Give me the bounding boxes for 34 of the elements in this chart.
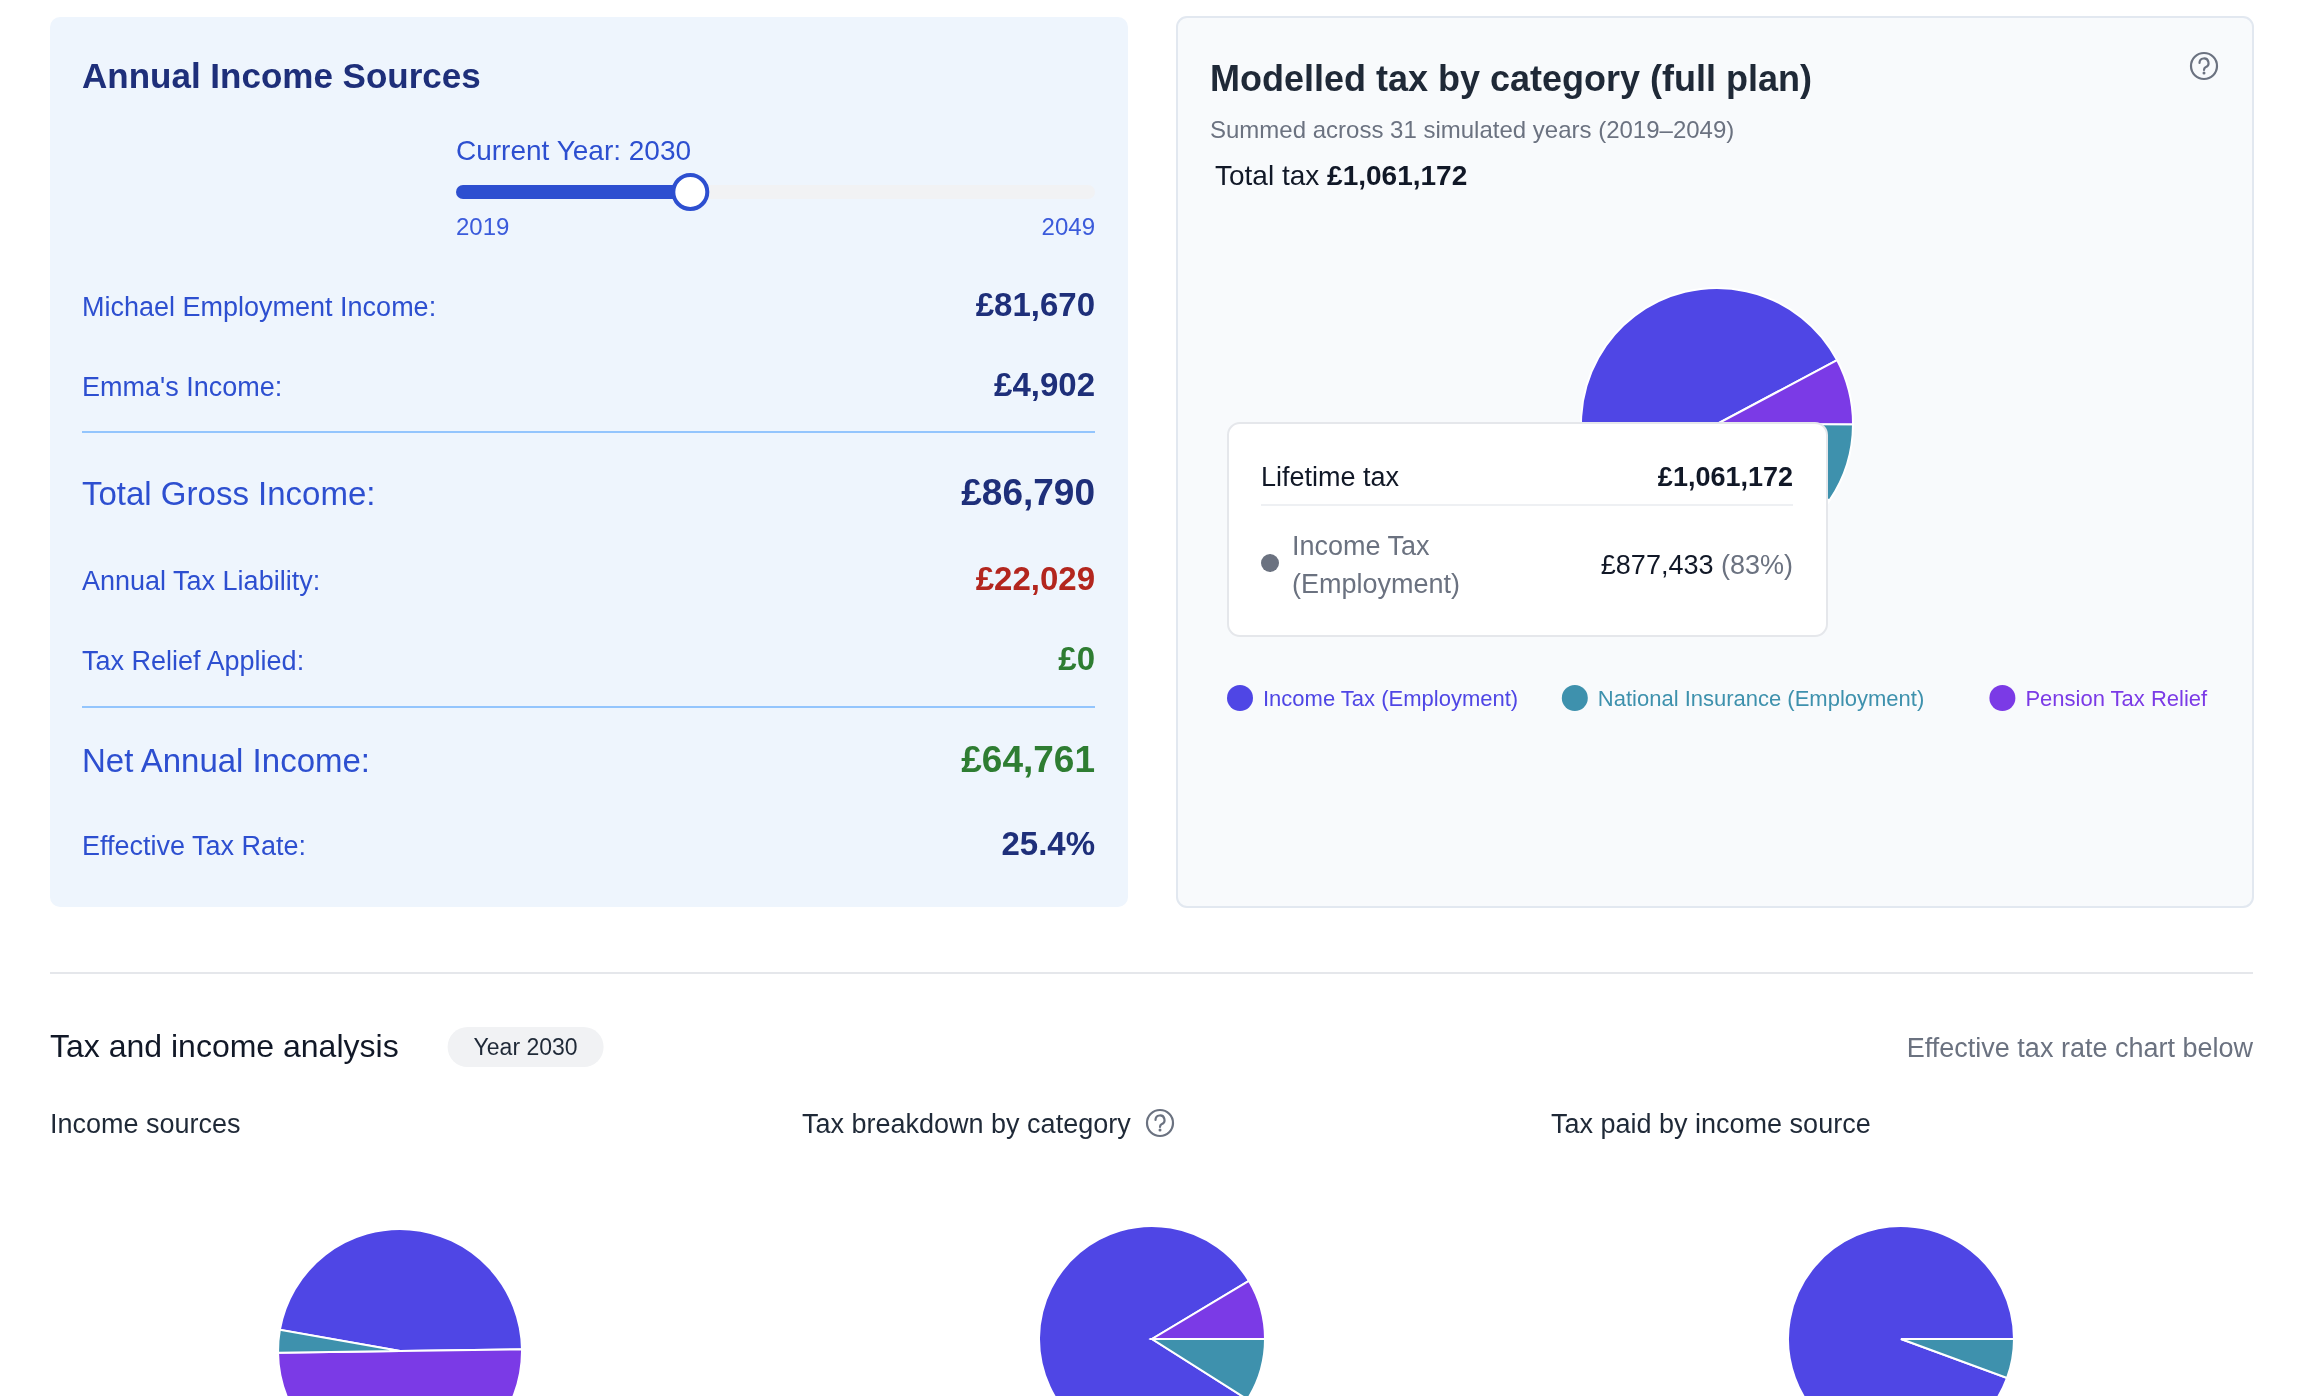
text: Emma's Income: <box>82 372 283 402</box>
legend-label: National Insurance (Employment) <box>1597 686 1925 711</box>
text: £81,670 <box>975 286 1095 323</box>
text: Total Gross Income: <box>82 475 376 512</box>
text: Annual Tax Liability: <box>82 566 321 596</box>
text: Annual Income Sources <box>82 56 481 95</box>
legend-label: Income Tax (Employment) <box>1263 686 1519 711</box>
text: Effective Tax Rate: <box>82 831 307 861</box>
text: 2049 <box>1041 213 1095 240</box>
text: Effective tax rate chart below <box>1906 1033 2254 1063</box>
text: Income Tax (Employment) <box>1292 531 1461 599</box>
text: £22,029 <box>975 560 1095 597</box>
chart-title: Tax breakdown by category <box>802 1109 1132 1139</box>
text: Tax Relief Applied: <box>82 646 305 676</box>
text: Current Year: 2030 <box>456 135 692 166</box>
chart-title: Tax paid by income source <box>1551 1109 1871 1139</box>
chart-title: Modelled tax by category (full plan) <box>1210 58 1813 99</box>
text: £86,790 <box>961 472 1095 513</box>
text: 25.4% <box>1001 825 1095 862</box>
text: Michael Employment Income: <box>82 292 437 322</box>
text: £877,433 <box>1600 550 1714 580</box>
text: Total tax <box>1215 160 1320 191</box>
chart-subtitle: Summed across 31 simulated years (2019–2049) <box>1210 116 1735 143</box>
text: 2019 <box>456 213 510 240</box>
text: £0 <box>1058 640 1095 677</box>
chart-title: Income sources <box>50 1109 241 1139</box>
text: Tax and income analysis <box>50 1028 399 1064</box>
text: £64,761 <box>961 739 1095 780</box>
text: Net Annual Income: <box>82 742 371 779</box>
text: Year 2030 <box>473 1034 578 1060</box>
text: (83%) <box>1720 550 1793 580</box>
text: £1,061,172 <box>1327 160 1468 191</box>
text: £4,902 <box>994 366 1095 403</box>
legend-label: Pension Tax Relief <box>2025 686 2209 711</box>
